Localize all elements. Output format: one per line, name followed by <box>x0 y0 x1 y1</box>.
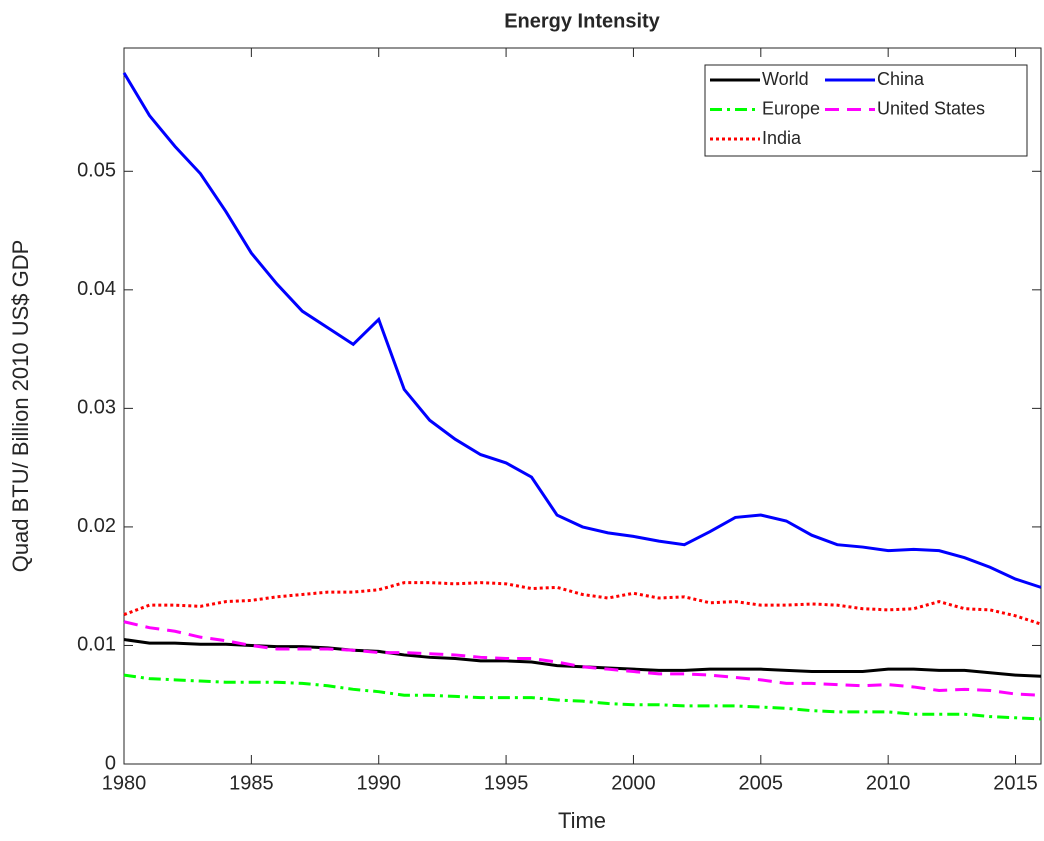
y-tick-label: 0.03 <box>77 397 116 419</box>
y-tick-label: 0.05 <box>77 160 116 182</box>
series-line <box>123 673 1042 721</box>
x-tick-label: 2005 <box>739 772 784 794</box>
plot-area <box>123 47 1042 765</box>
y-tick-label: 0.04 <box>77 278 116 300</box>
y-axis-label: Quad BTU/ Billion 2010 US$ GDP <box>8 240 33 573</box>
x-tick-label: 1985 <box>229 772 274 794</box>
legend-label: India <box>762 128 802 148</box>
chart-title: Energy Intensity <box>504 10 660 32</box>
x-tick-label: 1980 <box>102 772 147 794</box>
series-line <box>122 72 1042 589</box>
legend-label: World <box>762 69 809 89</box>
x-tick-label: 2010 <box>866 772 911 794</box>
x-tick-label: 2000 <box>611 772 656 794</box>
series-line <box>123 620 1042 697</box>
y-tick-label: 0.01 <box>77 634 116 656</box>
legend-label: United States <box>877 98 985 118</box>
y-tick-label: 0.02 <box>77 515 116 537</box>
legend-label: Europe <box>762 98 820 118</box>
x-axis-label: Time <box>558 808 606 833</box>
series-line <box>123 581 1042 626</box>
legend-label: China <box>877 69 925 89</box>
y-tick-label: 0 <box>105 752 116 774</box>
x-tick-label: 2015 <box>993 772 1038 794</box>
x-tick-label: 1990 <box>356 772 401 794</box>
x-tick-label: 1995 <box>484 772 529 794</box>
